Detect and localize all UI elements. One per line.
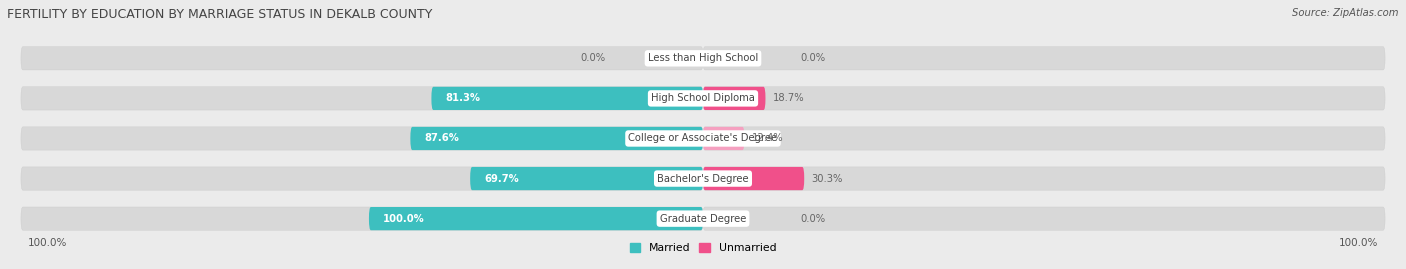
- Text: 18.7%: 18.7%: [772, 93, 804, 103]
- Text: Source: ZipAtlas.com: Source: ZipAtlas.com: [1292, 8, 1399, 18]
- Text: High School Diploma: High School Diploma: [651, 93, 755, 103]
- FancyBboxPatch shape: [21, 167, 703, 190]
- Text: 0.0%: 0.0%: [800, 214, 825, 224]
- FancyBboxPatch shape: [703, 207, 1385, 230]
- FancyBboxPatch shape: [703, 167, 804, 190]
- Text: 87.6%: 87.6%: [425, 133, 460, 143]
- FancyBboxPatch shape: [21, 47, 703, 70]
- Text: 12.4%: 12.4%: [751, 133, 783, 143]
- Text: 0.0%: 0.0%: [581, 53, 606, 63]
- Text: 69.7%: 69.7%: [484, 174, 519, 183]
- FancyBboxPatch shape: [703, 127, 744, 150]
- FancyBboxPatch shape: [703, 127, 1385, 150]
- Text: College or Associate's Degree: College or Associate's Degree: [628, 133, 778, 143]
- Text: FERTILITY BY EDUCATION BY MARRIAGE STATUS IN DEKALB COUNTY: FERTILITY BY EDUCATION BY MARRIAGE STATU…: [7, 8, 433, 21]
- FancyBboxPatch shape: [703, 87, 765, 110]
- FancyBboxPatch shape: [368, 207, 703, 230]
- FancyBboxPatch shape: [21, 127, 703, 150]
- FancyBboxPatch shape: [432, 87, 703, 110]
- Text: Bachelor's Degree: Bachelor's Degree: [657, 174, 749, 183]
- FancyBboxPatch shape: [703, 167, 1385, 190]
- Legend: Married, Unmarried: Married, Unmarried: [630, 243, 776, 253]
- FancyBboxPatch shape: [703, 87, 1385, 110]
- Text: 81.3%: 81.3%: [446, 93, 481, 103]
- FancyBboxPatch shape: [21, 87, 703, 110]
- Text: 100.0%: 100.0%: [1339, 239, 1378, 249]
- Text: Graduate Degree: Graduate Degree: [659, 214, 747, 224]
- FancyBboxPatch shape: [21, 207, 703, 230]
- Text: Less than High School: Less than High School: [648, 53, 758, 63]
- FancyBboxPatch shape: [470, 167, 703, 190]
- FancyBboxPatch shape: [703, 47, 1385, 70]
- Text: 0.0%: 0.0%: [800, 53, 825, 63]
- Text: 30.3%: 30.3%: [811, 174, 842, 183]
- Text: 100.0%: 100.0%: [382, 214, 425, 224]
- Text: 100.0%: 100.0%: [28, 239, 67, 249]
- FancyBboxPatch shape: [411, 127, 703, 150]
